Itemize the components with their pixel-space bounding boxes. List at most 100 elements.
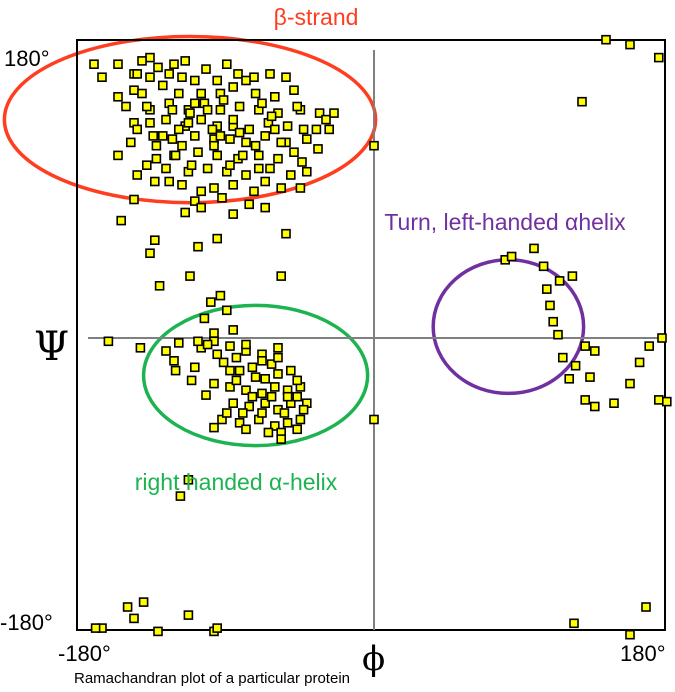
data-point xyxy=(282,417,293,428)
data-point xyxy=(201,390,211,400)
data-point xyxy=(314,108,325,118)
data-point xyxy=(234,127,245,138)
region-ellipse-beta-strand xyxy=(2,34,378,205)
data-point xyxy=(177,140,187,151)
data-point xyxy=(202,105,213,115)
data-point xyxy=(273,352,283,363)
data-point xyxy=(297,157,307,167)
data-point xyxy=(257,408,267,418)
data-point xyxy=(661,396,672,407)
data-point xyxy=(244,124,254,135)
region-label-right-handed-alpha-helix: right handed α-helix xyxy=(135,469,338,495)
data-point xyxy=(129,85,139,95)
data-point xyxy=(154,280,165,291)
data-point xyxy=(249,72,259,82)
data-point xyxy=(589,401,600,412)
data-point xyxy=(225,134,235,144)
data-point xyxy=(265,69,275,79)
data-point xyxy=(244,199,254,210)
data-point xyxy=(225,341,235,351)
data-point xyxy=(183,610,194,620)
data-point xyxy=(567,271,578,281)
data-point xyxy=(137,88,147,99)
data-point xyxy=(585,372,595,382)
data-point xyxy=(238,150,248,161)
data-point xyxy=(265,163,275,174)
data-point xyxy=(202,163,213,174)
data-point xyxy=(116,215,126,226)
data-point xyxy=(158,80,168,91)
data-point xyxy=(292,101,303,112)
data-point xyxy=(145,72,155,82)
data-point xyxy=(273,369,283,379)
data-point xyxy=(564,373,575,384)
data-point xyxy=(113,150,123,161)
data-point xyxy=(269,124,280,135)
data-point xyxy=(193,336,203,347)
data-point xyxy=(241,385,251,396)
data-point xyxy=(161,114,171,125)
region-label-beta-strand: β-strand xyxy=(274,4,359,30)
data-point xyxy=(313,144,323,154)
data-point xyxy=(209,378,219,389)
data-point xyxy=(190,362,200,373)
data-point xyxy=(135,342,146,353)
data-point xyxy=(260,202,271,213)
data-point xyxy=(329,108,339,118)
data-point xyxy=(292,375,303,386)
data-point xyxy=(234,101,245,112)
data-point xyxy=(212,349,222,360)
data-point xyxy=(142,101,152,112)
data-point xyxy=(234,417,245,428)
data-point xyxy=(206,297,216,307)
regions-layer xyxy=(2,34,586,448)
data-point xyxy=(260,131,271,141)
data-point xyxy=(190,196,200,206)
data-point xyxy=(580,395,591,405)
data-point xyxy=(218,95,229,105)
data-point xyxy=(276,137,287,148)
data-point xyxy=(292,391,303,402)
data-point xyxy=(273,342,283,353)
data-point xyxy=(164,69,174,79)
data-point xyxy=(257,355,267,366)
data-point xyxy=(263,427,274,438)
data-point xyxy=(292,424,303,435)
region-label-left-handed-alpha-helix: Turn, left-handed αhelix xyxy=(384,209,626,235)
data-point xyxy=(538,261,549,272)
y-tick-top: 180° xyxy=(4,46,50,71)
data-point xyxy=(183,118,194,128)
data-point xyxy=(185,108,195,118)
data-point xyxy=(174,124,184,135)
data-point xyxy=(190,98,200,109)
data-point xyxy=(151,153,162,164)
data-point xyxy=(186,375,197,386)
data-point xyxy=(185,271,195,281)
data-point xyxy=(260,373,271,384)
data-point xyxy=(215,290,226,301)
data-point xyxy=(241,137,251,148)
data-point xyxy=(97,72,107,82)
plot-caption: Ramachandran plot of a particular protei… xyxy=(74,670,350,687)
data-point xyxy=(158,131,168,141)
data-point xyxy=(601,34,611,45)
data-point xyxy=(276,183,287,193)
data-point xyxy=(295,414,306,425)
data-point xyxy=(282,121,293,131)
data-point xyxy=(225,160,235,170)
data-point xyxy=(161,346,171,356)
data-point xyxy=(298,404,309,415)
data-point xyxy=(121,101,131,112)
data-point xyxy=(228,82,238,92)
data-point xyxy=(369,140,379,151)
data-point xyxy=(238,408,248,418)
data-point xyxy=(269,421,280,431)
data-point xyxy=(301,134,312,144)
data-point xyxy=(266,391,277,402)
data-point xyxy=(644,341,655,351)
data-point xyxy=(554,276,565,286)
data-point xyxy=(580,341,591,351)
data-point xyxy=(241,75,251,86)
data-point xyxy=(249,186,259,197)
data-point xyxy=(257,388,267,399)
